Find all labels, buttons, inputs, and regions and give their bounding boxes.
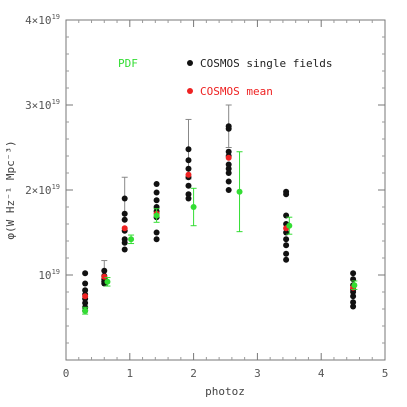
plot-frame <box>65 19 386 361</box>
point-2-7 <box>351 282 358 289</box>
point-0-20 <box>153 181 160 188</box>
x-axis-label: photoz <box>205 385 245 398</box>
point-0-36 <box>225 125 232 132</box>
point-0-28 <box>185 146 192 153</box>
point-0-39 <box>225 161 232 168</box>
point-0-0 <box>82 270 89 277</box>
point-0-42 <box>225 178 232 185</box>
point-2-1 <box>104 278 111 285</box>
point-0-45 <box>283 191 290 198</box>
x-tick-label-1: 1 <box>126 367 133 380</box>
legend-label-mean: COSMOS mean <box>200 85 273 98</box>
point-0-21 <box>153 189 160 196</box>
y-axis-label: φ(W Hz⁻¹ Mpc⁻³) <box>4 140 17 239</box>
x-tick-label-2: 2 <box>190 367 197 380</box>
point-0-57 <box>350 289 357 295</box>
point-2-6 <box>286 222 293 229</box>
point-0-22 <box>153 197 160 204</box>
y-tick-label-1: 2×1019 <box>25 183 60 197</box>
point-0-13 <box>121 195 128 202</box>
legend-marker-single <box>187 60 193 66</box>
point-0-34 <box>185 195 192 202</box>
legend-label-single: COSMOS single fields <box>200 57 332 70</box>
point-0-43 <box>225 187 232 193</box>
point-0-15 <box>121 216 128 223</box>
point-0-60 <box>350 303 357 310</box>
x-tick-label-0: 0 <box>63 367 70 380</box>
point-2-5 <box>236 188 243 195</box>
point-0-33 <box>185 191 192 198</box>
point-2-2 <box>128 236 135 243</box>
point-0-32 <box>185 182 192 189</box>
point-1-4 <box>185 171 192 178</box>
point-1-0 <box>82 293 89 300</box>
legend: PDF COSMOS single fields COSMOS mean <box>118 57 332 98</box>
point-0-19 <box>121 246 128 253</box>
point-1-2 <box>121 225 128 232</box>
y-tick-label-3: 4×1019 <box>25 13 60 27</box>
axis-ticks: 0 1 2 3 4 5 1019 2×1019 3×1019 4×1019 <box>25 13 388 380</box>
point-0-59 <box>350 299 357 306</box>
data-marks <box>82 104 358 315</box>
point-2-4 <box>190 204 197 210</box>
point-0-29 <box>185 157 192 164</box>
point-2-3 <box>153 212 160 219</box>
point-0-53 <box>350 270 357 277</box>
point-0-5 <box>82 300 89 307</box>
y-tick-label-0: 1019 <box>38 268 60 282</box>
point-0-51 <box>283 250 290 257</box>
point-0-1 <box>82 280 89 287</box>
point-0-52 <box>283 256 290 263</box>
point-0-40 <box>225 165 232 172</box>
y-tick-label-2: 3×1019 <box>25 98 60 112</box>
x-tick-label-5: 5 <box>382 367 389 380</box>
point-0-49 <box>283 236 290 243</box>
point-0-37 <box>225 148 232 155</box>
point-1-1 <box>101 273 108 280</box>
point-0-26 <box>153 229 160 236</box>
x-tick-label-3: 3 <box>254 367 261 380</box>
point-0-27 <box>153 236 160 243</box>
x-tick-label-4: 4 <box>318 367 325 380</box>
point-0-2 <box>82 287 89 294</box>
point-2-0 <box>82 307 89 314</box>
point-0-50 <box>283 242 290 249</box>
point-0-30 <box>185 165 192 172</box>
point-1-5 <box>225 154 232 161</box>
point-0-58 <box>350 293 357 300</box>
point-0-8 <box>101 267 108 274</box>
point-0-41 <box>225 170 232 176</box>
legend-label-pdf: PDF <box>118 57 138 70</box>
legend-marker-mean <box>187 88 193 94</box>
point-0-18 <box>121 239 128 246</box>
point-0-14 <box>121 210 128 217</box>
